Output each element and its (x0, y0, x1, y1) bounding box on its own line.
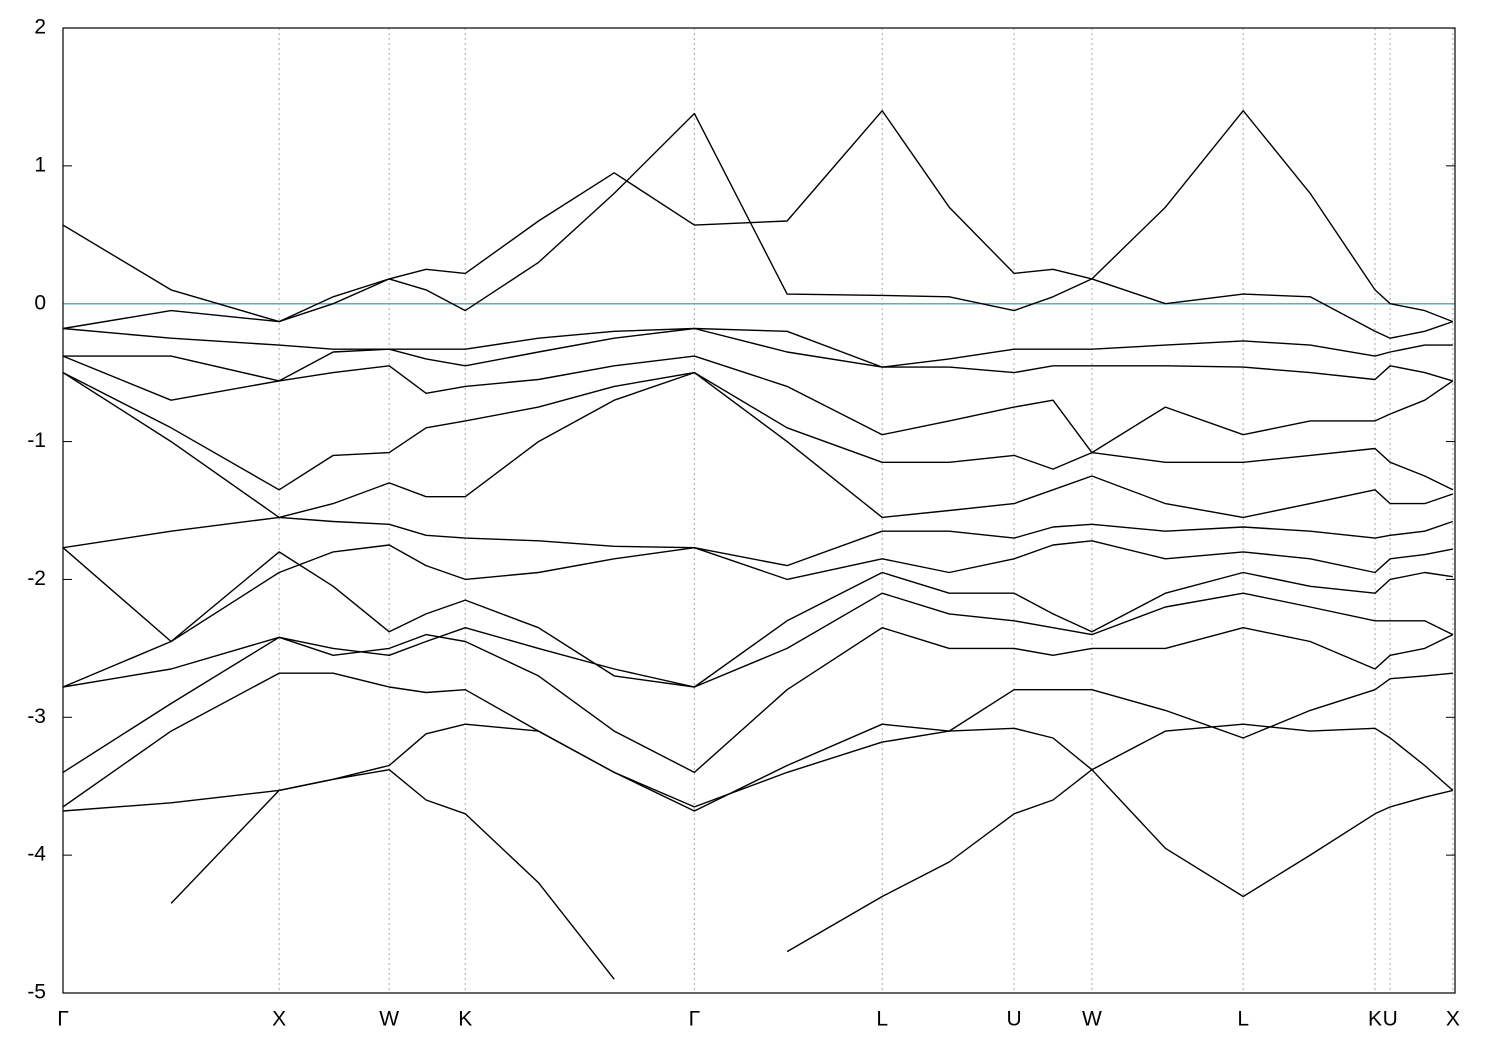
y-tick-label: -2 (27, 567, 46, 590)
band (63, 672, 1453, 808)
band (63, 540, 1453, 643)
y-tick-label: 0 (34, 291, 46, 314)
bands (63, 110, 1455, 980)
x-tick-label: W (379, 1008, 399, 1031)
x-tick-label: K (1368, 1008, 1382, 1031)
band (63, 592, 1454, 688)
y-tick-label: 1 (34, 153, 46, 176)
x-tick-label: X (1446, 1008, 1460, 1031)
band (63, 371, 1454, 519)
band (63, 723, 1454, 812)
x-tick-label: X (272, 1008, 286, 1031)
band (63, 110, 1454, 323)
y-tick-label: 2 (34, 16, 46, 39)
band (63, 112, 1454, 339)
x-tick-label: U (1383, 1008, 1398, 1031)
band (63, 627, 1454, 774)
x-tick-label: Γ (689, 1008, 701, 1031)
y-tick-label: -4 (27, 843, 46, 866)
x-tick-label: U (1006, 1008, 1021, 1031)
x-tick-label: L (1237, 1008, 1249, 1031)
band (170, 769, 1453, 980)
band (63, 327, 1453, 382)
band (63, 327, 1453, 368)
y-tick-label: -3 (27, 705, 46, 728)
x-tick-label: K (458, 1008, 472, 1031)
y-tick-label: -5 (27, 981, 46, 1004)
x-tick-label: Γ (57, 1008, 69, 1031)
x-tick-label: L (876, 1008, 888, 1031)
plot-frame (62, 27, 1456, 994)
x-tick-label: W (1082, 1008, 1102, 1031)
band (63, 551, 1453, 688)
band (63, 516, 1454, 567)
band (63, 355, 1454, 454)
y-tick-label: -1 (27, 429, 46, 452)
band (63, 371, 1454, 491)
